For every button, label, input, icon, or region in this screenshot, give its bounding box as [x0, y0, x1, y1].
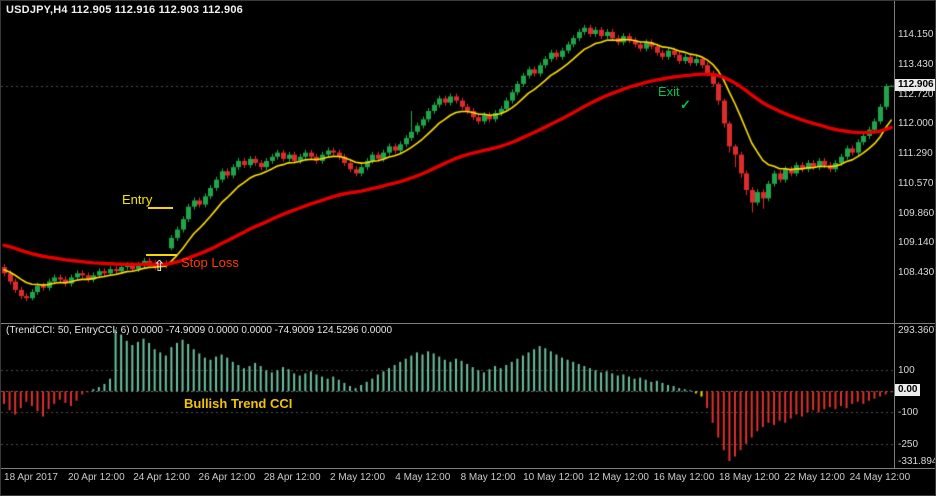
cci-indicator-canvas[interactable] [1, 324, 894, 467]
indicator-current-box: 0.00 [895, 384, 921, 397]
time-axis-label: 8 May 12:00 [460, 472, 516, 483]
stop-loss-line [146, 254, 177, 256]
time-axis-label: 22 May 12:00 [784, 472, 845, 483]
price-axis-label: 113.430 [898, 58, 934, 70]
entry-annotation: Entry [122, 192, 153, 207]
price-axis-label: 114.150 [898, 28, 934, 40]
stop-loss-annotation: Stop Loss [181, 255, 239, 270]
time-axis-label: 18 May 12:00 [718, 472, 780, 483]
chart-title: USDJPY,H4 112.905 112.916 112.903 112.90… [6, 4, 243, 16]
price-axis-label: 108.430 [898, 267, 935, 279]
price-axis-label: 111.290 [898, 148, 933, 159]
exit-check-icon: ✓ [680, 97, 691, 112]
price-axis-label: 112.000 [898, 118, 934, 130]
time-axis-label: 18 Apr 2017 [4, 472, 58, 483]
indicator-label: (TrendCCI: 50, EntryCCI: 6) 0.0000 -74.9… [6, 325, 393, 336]
time-axis-label: 4 May 12:00 [395, 472, 451, 483]
price-axis-border [894, 1, 895, 468]
entry-line [148, 207, 173, 209]
price-axis-label: 110.570 [898, 177, 934, 189]
time-axis-label: 12 May 12:00 [588, 472, 649, 483]
time-axis-label: 24 Apr 12:00 [133, 472, 190, 483]
time-axis-label: 28 Apr 12:00 [263, 472, 321, 483]
indicator-axis-label: 293.3607 [898, 324, 936, 336]
price-chart-canvas[interactable] [1, 1, 894, 323]
entry-arrow-icon: ⇧ [153, 258, 166, 275]
time-axis-label: 2 May 12:00 [329, 472, 386, 483]
time-axis-label: 24 May 12:00 [849, 472, 911, 483]
price-axis-label: 112.720 [898, 88, 934, 100]
time-axis-label: 26 Apr 12:00 [198, 472, 256, 483]
price-axis-label: 109.140 [898, 237, 935, 249]
price-axis-label: 109.860 [898, 207, 935, 219]
indicator-axis-label: -331.8943 [898, 456, 935, 468]
time-axis-label: 10 May 12:00 [523, 472, 584, 483]
time-axis-label: 16 May 12:00 [653, 472, 715, 483]
exit-annotation: Exit [658, 84, 680, 99]
time-axis-separator [1, 468, 935, 469]
current-price-box: 112.906 [895, 78, 935, 91]
time-axis-label: 20 Apr 12:00 [67, 472, 125, 483]
indicator-axis-label: -250 [898, 438, 919, 450]
indicator-axis-label: -100 [898, 407, 919, 419]
panel-separator[interactable] [1, 323, 935, 324]
indicator-axis-label: 100 [898, 365, 915, 377]
bullish-trend-annotation: Bullish Trend CCI [184, 396, 293, 411]
